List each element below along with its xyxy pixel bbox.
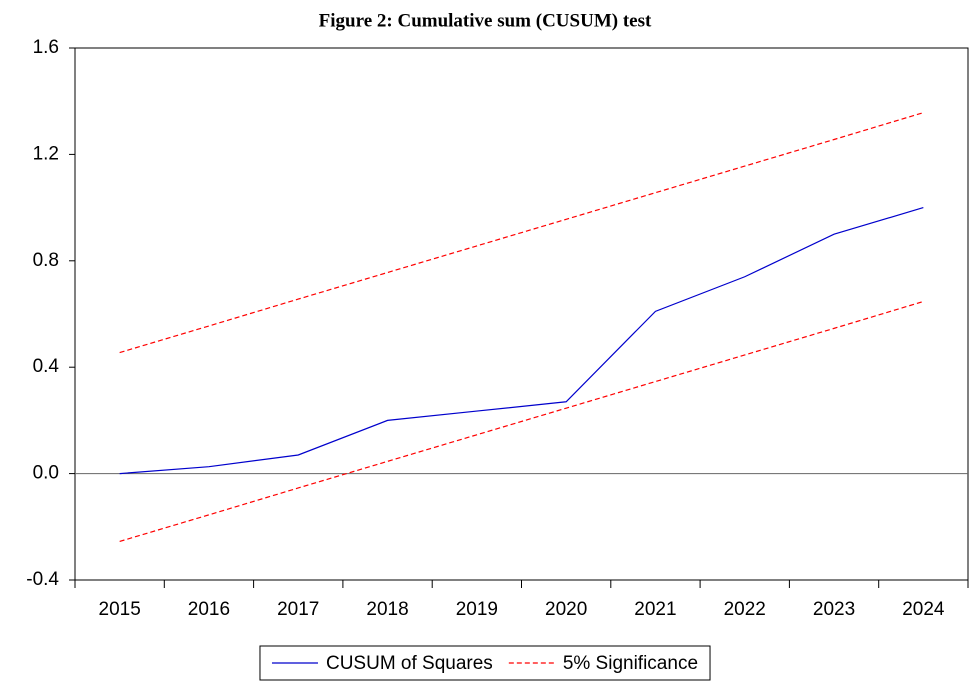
x-tick-label: 2018 [366,599,408,620]
y-tick-label: 1.6 [33,37,59,58]
series-line [119,207,924,475]
series-line [119,112,924,354]
y-tick-label: 0.0 [33,463,59,484]
legend-label: CUSUM of Squares [326,653,493,674]
x-tick-label: 2022 [724,599,766,620]
series-line [119,300,924,543]
x-tick-label: 2023 [813,599,855,620]
chart-title: Figure 2: Cumulative sum (CUSUM) test [319,10,652,31]
y-tick-label: 0.8 [33,250,59,271]
x-tick-label: 2020 [545,599,587,620]
legend-box [259,645,711,681]
legend: CUSUM of Squares 5% Significance [259,645,711,681]
x-tick-label: 2015 [99,599,141,620]
y-tick-label: 0.4 [33,356,60,377]
plot-frame [74,47,969,581]
x-tick-label: 2016 [188,599,230,620]
x-tick-label: 2024 [902,599,945,620]
y-tick-label: -0.4 [26,569,59,590]
y-tick-label: 1.2 [33,143,59,164]
legend-label: 5% Significance [563,653,698,674]
x-tick-label: 2021 [634,599,676,620]
x-tick-label: 2019 [456,599,498,620]
x-tick-label: 2017 [277,599,319,620]
